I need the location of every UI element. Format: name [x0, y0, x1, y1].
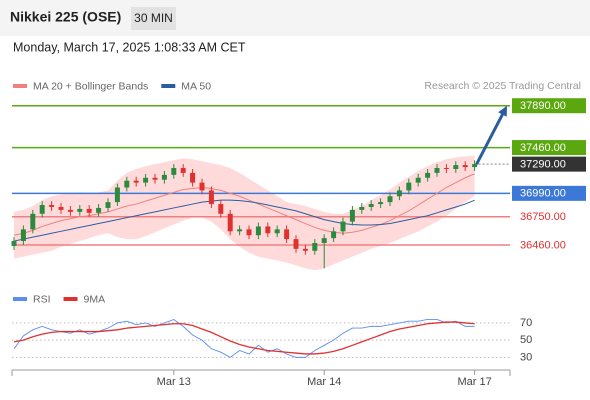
- candle-body: [133, 180, 139, 183]
- level-label: 36750.00: [520, 211, 566, 223]
- candle-body: [152, 177, 158, 180]
- candle-body: [208, 190, 214, 205]
- legend-label: MA 20 + Bollinger Bands: [33, 80, 148, 92]
- source: Research © 2025 Trading Central: [424, 80, 581, 92]
- candle-body: [246, 229, 252, 236]
- rsi-line: [13, 318, 475, 358]
- interval: 30 MIN: [134, 11, 173, 25]
- y-tick-label: 50: [520, 334, 532, 346]
- candle-body: [425, 172, 431, 178]
- candle-body: [30, 213, 36, 230]
- legend-label: 9MA: [84, 293, 106, 305]
- x-tick-label: Mar 14: [307, 376, 341, 388]
- legend-swatch: [13, 297, 27, 301]
- rsi-line: [13, 321, 475, 355]
- candle-body: [20, 229, 26, 242]
- candle-body: [396, 190, 402, 197]
- candle-body: [284, 229, 290, 240]
- level-label: 37290.00: [520, 159, 566, 171]
- level-label-box: [512, 185, 586, 201]
- candle-body: [331, 231, 337, 239]
- candle-body: [387, 196, 393, 203]
- candle-body: [190, 172, 196, 183]
- candle-body: [453, 165, 459, 169]
- candle-body: [406, 182, 412, 191]
- candle-body: [180, 168, 186, 173]
- candle-body: [415, 177, 421, 183]
- candle-body: [255, 226, 261, 236]
- x-tick-label: Mar 17: [457, 376, 491, 388]
- legend-label: RSI: [33, 293, 51, 305]
- header-bar: [0, 0, 590, 36]
- legend-swatch: [13, 84, 27, 88]
- candle-body: [143, 177, 149, 183]
- y-tick-label: 30: [520, 351, 532, 363]
- candle-body: [199, 182, 205, 191]
- candle-body: [359, 206, 365, 210]
- candle-body: [114, 187, 120, 203]
- candle-body: [312, 243, 318, 251]
- candle-body: [302, 248, 308, 251]
- candle-body: [349, 209, 355, 222]
- candle-body: [124, 180, 130, 188]
- candle-body: [293, 239, 299, 249]
- candle-body: [39, 205, 45, 214]
- ma-line: [13, 173, 475, 236]
- candle-body: [11, 241, 17, 246]
- candle-body: [171, 168, 177, 175]
- candle-body: [161, 174, 167, 180]
- title: Nikkei 225 (OSE): [10, 9, 121, 25]
- candle-body: [96, 207, 102, 213]
- candle-body: [274, 229, 280, 234]
- candle-body: [462, 165, 468, 168]
- candle-body: [67, 209, 73, 212]
- level-label-box: [512, 98, 586, 114]
- candle-body: [237, 229, 243, 232]
- forecast-arrowhead: [498, 105, 507, 117]
- level-label: 37460.00: [520, 142, 566, 154]
- interval-box: [131, 7, 176, 30]
- candle-body: [58, 206, 64, 210]
- candle-body: [472, 164, 478, 168]
- x-tick-label: Mar 13: [157, 376, 191, 388]
- timestamp: Monday, March 17, 2025 1:08:33 AM CET: [13, 40, 246, 54]
- candle-body: [77, 208, 83, 212]
- y-tick-label: 70: [520, 317, 532, 329]
- candle-body: [86, 208, 92, 213]
- candle-body: [105, 202, 111, 208]
- candle-body: [368, 204, 374, 207]
- ma-line: [13, 199, 475, 242]
- level-label: 37890.00: [520, 100, 566, 112]
- level-label-box: [512, 140, 586, 156]
- level-label: 36990.00: [520, 188, 566, 200]
- candle-body: [265, 226, 271, 234]
- candle-body: [443, 168, 449, 170]
- level-label: 36460.00: [520, 239, 566, 251]
- candle-body: [227, 213, 233, 232]
- candle-body: [321, 238, 327, 243]
- candle-body: [340, 221, 346, 232]
- candle-body: [49, 205, 55, 207]
- level-label-box: [512, 156, 586, 172]
- candle-body: [434, 168, 440, 173]
- candle-body: [218, 204, 224, 214]
- candle-body: [378, 202, 384, 205]
- forecast-arrow: [475, 110, 506, 165]
- legend-label: MA 50: [181, 80, 211, 92]
- legend-swatch: [63, 297, 78, 301]
- legend-swatch: [161, 84, 176, 88]
